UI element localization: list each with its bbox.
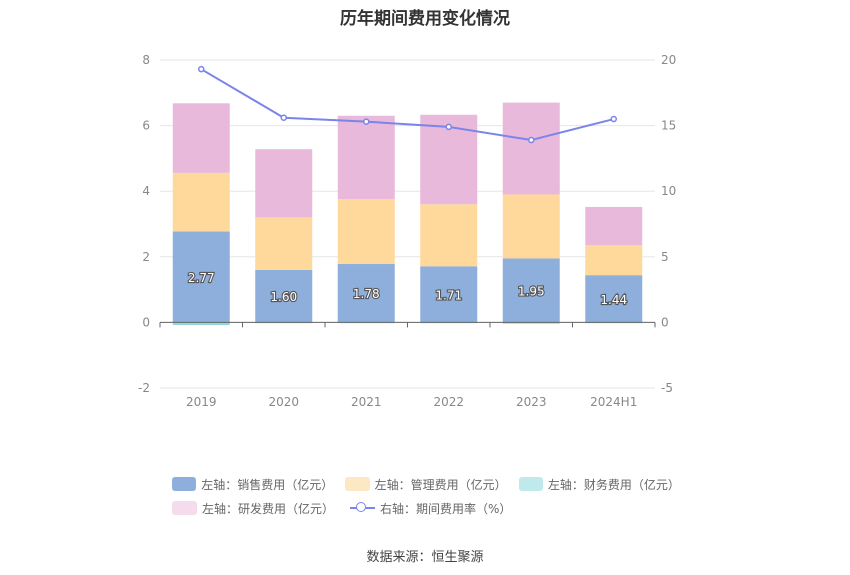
- rate-line: [200, 68, 614, 142]
- bar-segment: [337, 199, 395, 265]
- x-axis-tick-label: 2019: [186, 395, 217, 409]
- x-axis-tick-label: 2020: [268, 395, 299, 409]
- x-axis-tick-label: 2024H1: [590, 395, 637, 409]
- legend-label-finance: 左轴：财务费用（亿元）: [547, 477, 680, 492]
- right-axis-tick-label: -5: [661, 381, 673, 395]
- bar-segment: [337, 264, 395, 323]
- bar-segment: [502, 102, 560, 195]
- bar-segment: [172, 103, 230, 173]
- bar-segment: [502, 194, 560, 259]
- right-axis-tick-label: 20: [661, 53, 676, 67]
- right-axis-tick-label: 10: [661, 184, 676, 198]
- x-axis-tick-label: 2021: [351, 395, 382, 409]
- rate-point: [528, 136, 535, 144]
- legend: 左轴：销售费用（亿元） 左轴：管理费用（亿元） 左轴：财务费用（亿元） 左轴：研…: [172, 472, 692, 520]
- rate-point: [363, 118, 370, 125]
- right-axis-tick-label: 5: [661, 250, 669, 264]
- left-axis-tick-label: 0: [142, 315, 150, 329]
- left-axis-tick-label: 6: [142, 119, 150, 133]
- legend-row-2: 左轴：研发费用（亿元） 右轴：期间费用率（%）: [172, 496, 692, 520]
- left-axis-tick-label: 8: [142, 53, 150, 67]
- legend-label-rate: 右轴：期间费用率（%）: [380, 501, 512, 516]
- bar-segment: [420, 204, 478, 267]
- rate-point: [280, 114, 287, 121]
- legend-item-admin[interactable]: 左轴：管理费用（亿元）: [345, 476, 507, 493]
- left-axis-tick-label: 4: [142, 184, 150, 198]
- bar-data-label: 2.77: [188, 271, 215, 285]
- bar-segment: [172, 172, 230, 232]
- bar-segment: [172, 322, 230, 326]
- bar-segment: [420, 266, 478, 323]
- right-axis-tick-label: 0: [661, 315, 669, 329]
- x-axis-tick-label: 2023: [516, 395, 547, 409]
- bar-data-label: 1.60: [270, 290, 297, 304]
- bar-segment: [255, 217, 313, 270]
- legend-item-rate[interactable]: 右轴：期间费用率（%）: [350, 500, 511, 517]
- left-axis-tick-label: -2: [138, 381, 150, 395]
- bar-segment: [255, 149, 313, 218]
- legend-swatch-sales: [172, 477, 197, 491]
- legend-item-rd[interactable]: 左轴：研发费用（亿元）: [172, 500, 334, 517]
- legend-line-marker-icon: [350, 501, 376, 515]
- rate-point: [198, 65, 205, 73]
- legend-row-1: 左轴：销售费用（亿元） 左轴：管理费用（亿元） 左轴：财务费用（亿元）: [172, 472, 692, 496]
- legend-item-finance[interactable]: 左轴：财务费用（亿元）: [518, 476, 680, 493]
- bar-segment: [255, 269, 313, 323]
- legend-swatch-finance: [518, 477, 543, 491]
- bar-data-label: 1.78: [353, 287, 380, 301]
- bar-data-label: 1.95: [518, 284, 545, 298]
- legend-label-sales: 左轴：销售费用（亿元）: [201, 477, 334, 492]
- bar-segment: [337, 115, 395, 200]
- bar-segment: [585, 206, 643, 246]
- bar-segment: [502, 322, 560, 324]
- bar-segment: [172, 231, 230, 323]
- legend-label-rd: 左轴：研发费用（亿元）: [202, 501, 335, 516]
- chart-title: 历年期间费用变化情况: [340, 9, 510, 29]
- bar-data-label: 1.71: [435, 288, 462, 302]
- rate-point: [445, 123, 452, 131]
- legend-label-admin: 左轴：管理费用（亿元）: [374, 477, 507, 492]
- legend-swatch-rd: [172, 501, 197, 515]
- left-axis-tick-label: 2: [142, 250, 150, 264]
- bar-segment: [502, 258, 560, 323]
- bar-segment: [585, 245, 643, 276]
- legend-swatch-admin: [345, 477, 370, 491]
- x-axis-tick-label: 2022: [433, 395, 464, 409]
- data-source: 数据来源：恒生聚源: [366, 550, 484, 565]
- bar-data-label: 1.44: [600, 293, 627, 307]
- chart-canvas: -2 0 2 4 6 8 -5 0 5 10 15 20 2.77 2019 1.60 2020 1.78 202…: [138, 53, 676, 409]
- bar-segment: [585, 275, 643, 323]
- right-axis-tick-label: 15: [661, 119, 676, 133]
- rate-point: [610, 115, 617, 123]
- legend-item-sales[interactable]: 左轴：销售费用（亿元）: [172, 476, 334, 493]
